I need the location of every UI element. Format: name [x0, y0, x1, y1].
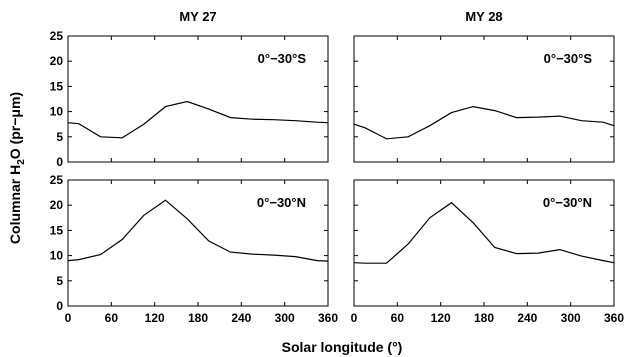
y-tick-label: 10 [50, 249, 64, 263]
y-axis-label: Columnar H2O (pr−μm) [7, 92, 27, 244]
y-tick-label: 15 [50, 223, 64, 237]
chart-panels: 0 5 10 15 20 25 0°−30°S 0°−30°S 0 5 10 15 20 25 0 60 120… [50, 29, 625, 325]
y-tick-label: 10 [50, 105, 64, 119]
y-tick-label: 25 [50, 173, 64, 187]
y-tick-label: 5 [56, 274, 63, 288]
panel-label: 0°−30°S [258, 51, 307, 66]
y-tick-label: 15 [50, 79, 64, 93]
x-tick-label: 120 [431, 311, 451, 325]
series-line [353, 105, 615, 140]
x-tick-label: 180 [474, 311, 494, 325]
column-titles: MY 27 MY 28 [179, 9, 502, 24]
x-tick-label: 0 [351, 311, 358, 325]
x-axis-label: Solar longitude (°) [282, 339, 403, 355]
x-tick-label: 0 [65, 311, 72, 325]
x-tick-label: 120 [145, 311, 165, 325]
x-tick-label: 300 [275, 311, 295, 325]
y-tick-label: 0 [56, 299, 63, 313]
panel-3: 0 5 10 15 20 25 0 60 120 180 240 300 360 0°−30°N [50, 173, 339, 325]
series-line [353, 201, 615, 264]
y-tick-label: 20 [50, 54, 64, 68]
x-tick-label: 300 [561, 311, 581, 325]
x-tick-label: 240 [517, 311, 537, 325]
panel-4: 0 60 120 180 240 300 360 0°−30°N [351, 179, 624, 325]
column-title: MY 27 [179, 9, 216, 24]
y-tick-label: 5 [56, 130, 63, 144]
panel-label: 0°−30°S [544, 51, 593, 66]
x-tick-label: 360 [318, 311, 338, 325]
panel-label: 0°−30°N [257, 195, 306, 210]
series-line [67, 199, 329, 262]
y-tick-label: 0 [56, 155, 63, 169]
x-tick-label: 360 [604, 311, 624, 325]
x-tick-label: 60 [105, 311, 119, 325]
y-tick-label: 25 [50, 29, 64, 43]
y-tick-label: 20 [50, 198, 64, 212]
panel-label: 0°−30°N [543, 195, 592, 210]
x-tick-label: 180 [188, 311, 208, 325]
column-title: MY 28 [465, 9, 502, 24]
x-tick-label: 60 [391, 311, 405, 325]
x-tick-label: 240 [231, 311, 251, 325]
panel-1: 0 5 10 15 20 25 0°−30°S [50, 29, 329, 169]
series-line [67, 100, 329, 139]
panel-2: 0°−30°S [353, 35, 615, 163]
